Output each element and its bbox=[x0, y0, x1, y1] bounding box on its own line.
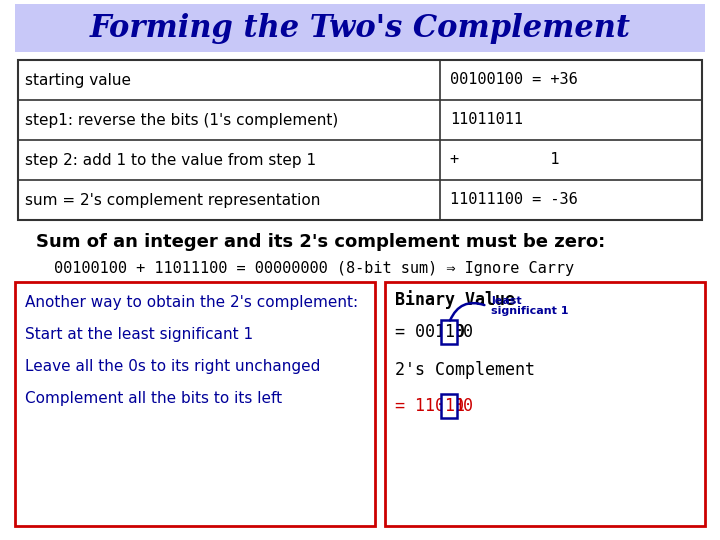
Text: 11011100 = -36: 11011100 = -36 bbox=[450, 192, 577, 207]
Text: sum = 2's complement representation: sum = 2's complement representation bbox=[25, 192, 320, 207]
Text: Sum of an integer and its 2's complement must be zero:: Sum of an integer and its 2's complement… bbox=[36, 233, 606, 251]
Text: 00: 00 bbox=[454, 397, 474, 415]
Bar bbox=[385, 282, 705, 526]
Text: starting value: starting value bbox=[25, 72, 131, 87]
Text: 1: 1 bbox=[444, 397, 454, 415]
Text: = 11011: = 11011 bbox=[395, 397, 465, 415]
Bar bbox=[18, 60, 702, 220]
Text: 1: 1 bbox=[444, 323, 454, 341]
Text: +          1: + 1 bbox=[450, 152, 559, 167]
Text: Start at the least significant 1: Start at the least significant 1 bbox=[25, 327, 253, 341]
Text: 00100100 = +36: 00100100 = +36 bbox=[450, 72, 577, 87]
Text: step1: reverse the bits (1's complement): step1: reverse the bits (1's complement) bbox=[25, 112, 338, 127]
Bar bbox=[15, 282, 375, 526]
Text: Another way to obtain the 2's complement:: Another way to obtain the 2's complement… bbox=[25, 294, 358, 309]
Text: 2's Complement: 2's Complement bbox=[395, 361, 535, 379]
Text: Complement all the bits to its left: Complement all the bits to its left bbox=[25, 390, 282, 406]
Text: significant 1: significant 1 bbox=[491, 306, 569, 316]
Text: Binary Value: Binary Value bbox=[395, 291, 515, 309]
Text: Forming the Two's Complement: Forming the Two's Complement bbox=[89, 12, 631, 44]
Bar bbox=[15, 4, 705, 52]
Text: least: least bbox=[491, 296, 521, 306]
Text: step 2: add 1 to the value from step 1: step 2: add 1 to the value from step 1 bbox=[25, 152, 316, 167]
Text: Leave all the 0s to its right unchanged: Leave all the 0s to its right unchanged bbox=[25, 359, 320, 374]
Text: 00100100 + 11011100 = 00000000 (8-bit sum) ⇒ Ignore Carry: 00100100 + 11011100 = 00000000 (8-bit su… bbox=[54, 260, 574, 275]
Text: = 00100: = 00100 bbox=[395, 323, 465, 341]
Text: 00: 00 bbox=[454, 323, 474, 341]
Text: 11011011: 11011011 bbox=[450, 112, 523, 127]
